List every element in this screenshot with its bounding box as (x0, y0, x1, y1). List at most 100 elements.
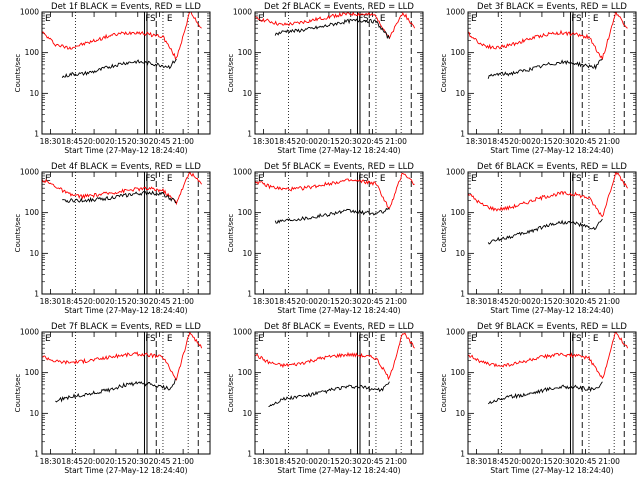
plot-frame (254, 171, 424, 295)
x-tick-label: 20:15 (105, 457, 127, 466)
x-axis-label: Start Time (27-May-12 18:24:40) (277, 146, 400, 155)
x-tick-label: 20:45 (362, 457, 384, 466)
x-tick-label: 20:00 (83, 457, 105, 466)
series-line-events (268, 381, 390, 408)
x-tick-label: 20:00 (296, 297, 318, 306)
x-tick-label: 18:30 (40, 137, 62, 146)
panel-title: Det 7f BLACK = Events, RED = LLD (51, 322, 201, 332)
x-tick-label: 20:00 (509, 137, 531, 146)
x-axis-label: Start Time (27-May-12 18:24:40) (64, 146, 187, 155)
y-tick-label: 100 (25, 208, 40, 217)
y-tick-label: 1 (247, 130, 252, 139)
series-line-lld (255, 172, 415, 210)
x-tick-label: 21:00 (172, 457, 194, 466)
plot-frame (467, 11, 637, 135)
marker-label: E (167, 14, 173, 24)
series-line-events (55, 378, 177, 403)
x-tick-label: 20:00 (509, 457, 531, 466)
marker-label-start: E (45, 334, 51, 344)
y-tick-label: 1000 (233, 168, 252, 177)
y-axis-label: Counts/sec (440, 54, 448, 93)
y-tick-label: 1000 (20, 328, 39, 337)
panel-title: Det 3f BLACK = Events, RED = LLD (477, 2, 627, 12)
x-tick-label: 18:30 (40, 457, 62, 466)
series-line-events (487, 58, 603, 79)
marker-label-start: E (471, 174, 477, 184)
series-line-lld (468, 332, 629, 380)
x-axis-label: Start Time (27-May-12 18:24:40) (277, 306, 400, 315)
panel-title: Det 4f BLACK = Events, RED = LLD (51, 162, 201, 172)
detector-panel-2: Det 2f BLACK = Events, RED = LLD 1 10 100 10… (227, 2, 424, 155)
detector-panel-1: Det 1f BLACK = Events, RED = LLD 1 10 100 10… (14, 2, 211, 155)
marker-label: S (150, 334, 156, 344)
x-tick-label: 20:00 (296, 457, 318, 466)
x-tick-label: 20:15 (318, 137, 340, 146)
x-tick-label: 20:30 (340, 297, 362, 306)
x-tick-label: 20:30 (553, 137, 575, 146)
y-tick-label: 1000 (20, 168, 39, 177)
x-tick-label: 20:45 (575, 137, 597, 146)
y-tick-label: 100 (451, 48, 466, 57)
x-tick-label: 18:45 (61, 137, 83, 146)
x-tick-label: 20:15 (105, 137, 127, 146)
y-axis-label: Counts/sec (227, 374, 235, 413)
series-line-lld (255, 332, 415, 381)
marker-label-start: E (471, 334, 477, 344)
x-tick-label: 20:30 (127, 297, 149, 306)
y-axis-label: Counts/sec (227, 54, 235, 93)
y-tick-label: 1000 (20, 8, 39, 17)
marker-label: E (380, 334, 386, 344)
series-line-events (274, 207, 390, 224)
y-axis-label: Counts/sec (440, 374, 448, 413)
x-tick-label: 20:30 (127, 137, 149, 146)
marker-label: S (576, 174, 582, 184)
x-tick-label: 18:30 (466, 297, 488, 306)
marker-label: F (358, 174, 363, 184)
plot-frame (41, 11, 211, 135)
marker-label: S (363, 334, 369, 344)
x-tick-label: 20:15 (531, 297, 553, 306)
panel-title: Det 8f BLACK = Events, RED = LLD (264, 322, 414, 332)
y-tick-label: 1000 (233, 328, 252, 337)
y-tick-label: 1000 (446, 8, 465, 17)
y-axis-label: Counts/sec (14, 374, 22, 413)
y-tick-label: 10 (455, 89, 465, 98)
y-tick-label: 1000 (233, 8, 252, 17)
y-tick-label: 1 (460, 450, 465, 459)
panel-title: Det 9f BLACK = Events, RED = LLD (477, 322, 627, 332)
y-tick-label: 100 (25, 368, 40, 377)
panel-title: Det 6f BLACK = Events, RED = LLD (477, 162, 627, 172)
x-tick-label: 20:30 (553, 297, 575, 306)
x-tick-label: 21:00 (598, 457, 620, 466)
marker-label: F (358, 334, 363, 344)
x-tick-label: 20:15 (318, 457, 340, 466)
marker-label: F (145, 14, 150, 24)
series-line-lld (42, 332, 203, 381)
detector-panel-5: Det 5f BLACK = Events, RED = LLD 1 10 100 10… (227, 162, 424, 315)
marker-label: S (150, 174, 156, 184)
marker-label-start: E (45, 174, 51, 184)
marker-label: S (576, 334, 582, 344)
x-tick-label: 20:30 (553, 457, 575, 466)
plot-frame (41, 331, 211, 455)
y-tick-label: 1 (247, 290, 252, 299)
y-axis-label: Counts/sec (440, 214, 448, 253)
y-tick-label: 100 (238, 208, 253, 217)
marker-label: F (571, 174, 576, 184)
x-tick-label: 20:45 (149, 457, 171, 466)
y-axis-label: Counts/sec (227, 214, 235, 253)
series-line-lld (468, 12, 628, 60)
marker-label: E (593, 14, 599, 24)
detector-panel-9: Det 9f BLACK = Events, RED = LLD 1 10 100 10… (440, 322, 637, 475)
x-tick-label: 21:00 (385, 457, 407, 466)
panel-title: Det 1f BLACK = Events, RED = LLD (51, 2, 201, 12)
plot-frame (467, 171, 637, 295)
x-axis-label: Start Time (27-May-12 18:24:40) (490, 306, 613, 315)
y-tick-label: 10 (455, 249, 465, 258)
y-axis-label: Counts/sec (14, 54, 22, 93)
x-axis-label: Start Time (27-May-12 18:24:40) (490, 146, 613, 155)
marker-label: E (593, 334, 599, 344)
x-tick-label: 18:45 (487, 137, 509, 146)
x-tick-label: 18:30 (466, 137, 488, 146)
x-tick-label: 18:45 (487, 297, 509, 306)
